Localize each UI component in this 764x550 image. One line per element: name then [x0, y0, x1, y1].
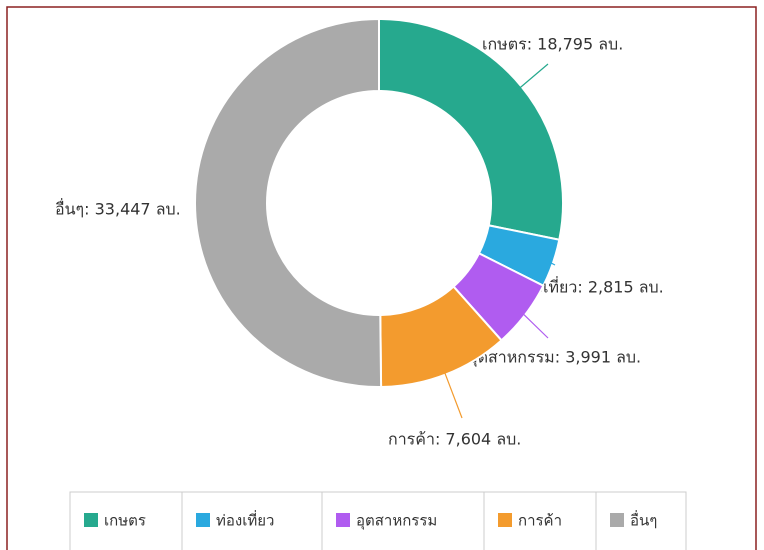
legend-box [69, 491, 687, 550]
leader-line [521, 312, 549, 339]
legend-swatch [610, 513, 624, 527]
legend-swatch [84, 513, 98, 527]
leader-line [518, 63, 549, 90]
data-label: การค้า: 7,604 ลบ. [388, 430, 521, 449]
slice [194, 17, 383, 388]
legend-label: อื่นๆ [630, 510, 657, 530]
slice [378, 17, 564, 241]
legend-swatch [336, 513, 350, 527]
data-label: เกษตร: 18,795 ลบ. [482, 35, 623, 54]
legend-label: ท่องเที่ยว [216, 510, 274, 530]
legend-swatch [196, 513, 210, 527]
data-label: อื่นๆ: 33,447 ลบ. [55, 198, 181, 219]
legend-label: การค้า [518, 512, 562, 530]
leader-line [548, 261, 556, 266]
data-label: ท่องเที่ยว: 2,815 ลบ. [515, 276, 664, 297]
leader-line [443, 370, 463, 419]
frame [6, 6, 757, 550]
data-label: อุตสาหกรรม: 3,991 ลบ. [468, 348, 641, 368]
legend-swatch [498, 513, 512, 527]
legend-label: อุตสาหกรรม [356, 512, 437, 531]
legend-label: เกษตร [104, 512, 146, 530]
